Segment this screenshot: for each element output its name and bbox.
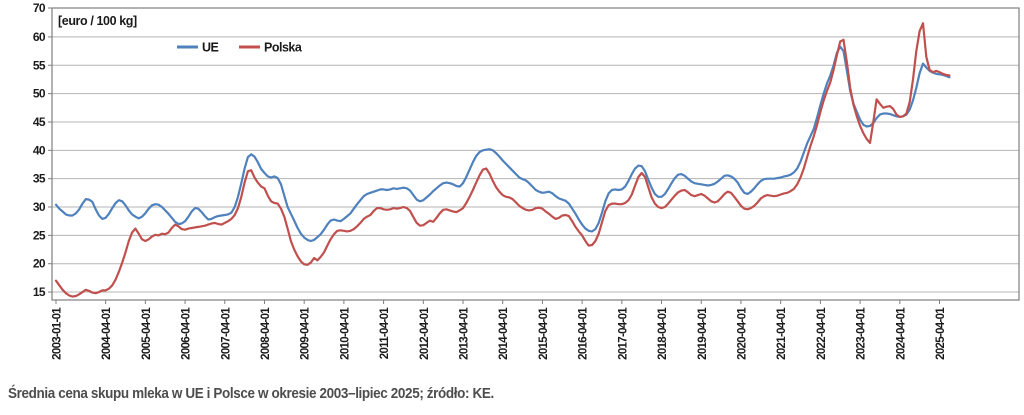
x-tick-label: 2023-04-01 [856,307,868,360]
legend-label-polska: Polska [264,41,303,55]
y-tick-label: 30 [33,200,46,214]
x-tick-label: 2014-04-01 [498,307,510,360]
x-tick-label: 2005-04-01 [141,307,153,360]
x-tick-label: 2024-04-01 [895,307,907,360]
x-tick-label: 2025-04-01 [935,307,947,360]
x-tick-label: 2020-04-01 [736,307,748,360]
x-tick-label: 2010-04-01 [339,307,351,360]
x-tick-label: 2019-04-01 [697,307,709,360]
y-tick-label: 35 [33,172,46,186]
y-tick-label: 70 [33,1,46,15]
x-tick-label: 2013-04-01 [459,307,471,360]
y-tick-label: 20 [33,257,46,271]
y-tick-label: 50 [33,87,46,101]
y-tick-label: 15 [33,285,46,299]
plot-frame [51,7,1020,301]
y-axis-labels: 70 60 55 50 45 40 35 30 25 20 15 [33,1,52,299]
series-line-ue [54,45,951,243]
y-tick-label: 55 [33,58,46,72]
x-tick-label: 2022-04-01 [816,307,828,360]
x-tick-label: 2021-04-01 [776,307,788,360]
x-tick-label: 2003-01-01 [52,307,64,360]
x-tick-label: 2009-04-01 [300,307,312,360]
x-axis-labels: 2003-01-01 2004-04-01 2005-04-01 2006-04-01… [52,300,947,360]
y-tick-label: 25 [33,228,46,242]
x-tick-label: 2015-04-01 [538,307,550,360]
y-tick-label: 60 [33,30,46,44]
figure-caption: Średnia cena skupu mleka w UE i Polsce w… [8,386,494,402]
series-lines [54,22,951,298]
x-tick-label: 2011-04-01 [379,307,391,359]
plot-border [51,7,1020,301]
milk-price-chart: 70 60 55 50 45 40 35 30 25 20 15 2003-01-01 2004-04… [33,1,1020,360]
x-tick-label: 2016-04-01 [578,307,590,360]
x-tick-label: 2006-04-01 [181,307,193,360]
x-tick-label: 2007-04-01 [220,307,232,360]
y-tick-label: 40 [33,143,46,157]
x-tick-label: 2008-04-01 [260,307,272,360]
unit-label: [euro / 100 kg] [58,14,137,28]
y-tick-label: 45 [33,115,46,129]
legend-label-ue: UE [202,41,219,55]
series-line-polska [54,22,951,298]
gridlines [52,36,1019,293]
x-tick-label: 2018-04-01 [657,307,669,360]
legend: UE Polska [177,41,303,55]
x-tick-label: 2004-04-01 [101,307,113,360]
x-tick-label: 2012-04-01 [419,307,431,360]
x-tick-label: 2017-04-01 [617,307,629,360]
